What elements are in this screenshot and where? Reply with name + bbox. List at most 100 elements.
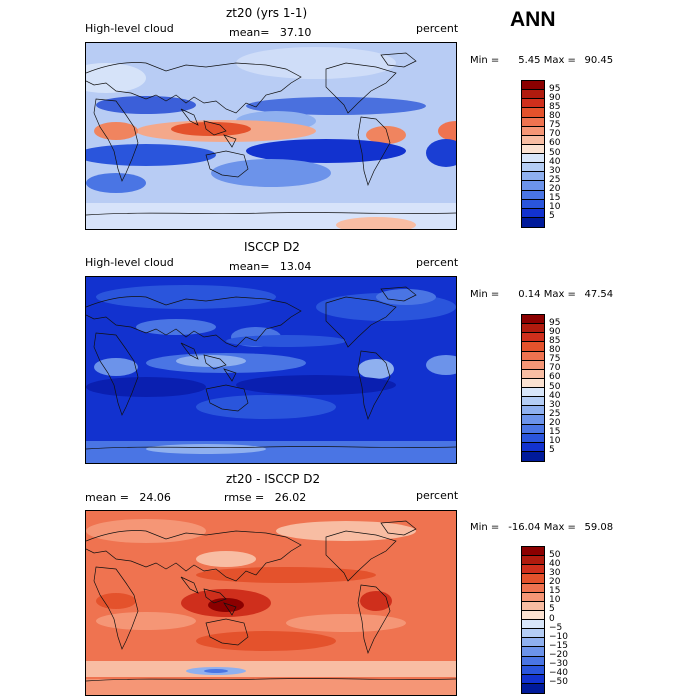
- panel-2-map: [85, 276, 457, 464]
- colorbar-swatch: [522, 451, 544, 461]
- colorbar-swatch: [522, 117, 544, 127]
- panel-3-mean-label: mean =: [85, 491, 129, 504]
- colorbar-tick-label: 15: [549, 427, 561, 438]
- colorbar-tick-label: 0: [549, 613, 555, 624]
- panel-1-mean: mean= 37.10: [229, 26, 311, 39]
- colorbar-tick-label: 90: [549, 326, 561, 337]
- panel-1-mean-value: 37.10: [279, 26, 312, 39]
- colorbar-tick-label: −5: [549, 622, 563, 633]
- colorbar-swatch: [522, 172, 544, 182]
- panel-2-max-value: 47.54: [584, 289, 614, 300]
- panel-3-max-label: Max =: [543, 522, 576, 533]
- colorbar-tick-label: −30: [549, 659, 568, 670]
- colorbar-swatch: [522, 674, 544, 684]
- colorbar-tick-label: 40: [549, 558, 561, 569]
- colorbar-tick-label: 50: [549, 147, 561, 158]
- colorbar-tick-label: −40: [549, 668, 568, 679]
- panel-1-variable: High-level cloud: [85, 22, 174, 35]
- colorbar-swatch: [522, 81, 544, 91]
- colorbar-tick-label: 5: [549, 604, 555, 615]
- panel-2-minmax: Min = 0.14 Max = 47.54: [470, 289, 613, 300]
- colorbar-swatch: [522, 442, 544, 452]
- colorbar-tick-label: 5: [549, 445, 555, 456]
- colorbar-tick-label: 20: [549, 418, 561, 428]
- panel-1-max-label: Max =: [543, 55, 576, 66]
- colorbar-swatch: [522, 433, 544, 443]
- panel-3-max-value: 59.08: [584, 522, 614, 533]
- panel-3-min-value: -16.04: [508, 522, 541, 533]
- colorbar-tick-label: 90: [549, 92, 561, 103]
- colorbar-swatch: [522, 217, 544, 227]
- colorbar-swatch: [522, 610, 544, 620]
- colorbar-tick-label: 50: [549, 549, 561, 560]
- colorbar-swatch: [522, 190, 544, 200]
- colorbar-swatch: [522, 388, 544, 398]
- panel-2-max-label: Max =: [543, 289, 576, 300]
- panel-2-min-label: Min =: [470, 289, 500, 300]
- colorbar-swatch: [522, 565, 544, 575]
- colorbar-swatch: [522, 369, 544, 379]
- colorbar-swatch: [522, 99, 544, 109]
- colorbar-swatch: [522, 647, 544, 657]
- colorbar-swatch: [522, 556, 544, 566]
- colorbar-tick-label: 5: [549, 211, 555, 222]
- panel-2-mean: mean= 13.04: [229, 260, 311, 273]
- colorbar-tick-label: 20: [549, 577, 561, 587]
- colorbar-swatch: [522, 592, 544, 602]
- panel-2-min-value: 0.14: [518, 289, 541, 300]
- colorbar-swatch: [522, 181, 544, 191]
- colorbar-swatch: [522, 163, 544, 173]
- panel-3-rmse-label: rmse =: [224, 491, 265, 504]
- colorbar-swatch: [522, 406, 544, 416]
- colorbar-swatch: [522, 574, 544, 584]
- colorbar-swatch: [522, 208, 544, 218]
- panel-2-variable: High-level cloud: [85, 256, 174, 269]
- colorbar-tick-label: 95: [549, 317, 561, 328]
- colorbar-swatch: [522, 415, 544, 425]
- colorbar-swatch: [522, 90, 544, 100]
- colorbar-tick-label: 10: [549, 202, 561, 213]
- colorbar-swatch: [522, 324, 544, 334]
- panel-1-title: zt20 (yrs 1-1): [226, 6, 308, 20]
- panel-2-colorbar: [521, 314, 545, 462]
- panel-3-mean-value: 24.06: [139, 491, 171, 504]
- colorbar-swatch: [522, 351, 544, 361]
- colorbar-swatch: [522, 601, 544, 611]
- panel-3-title: zt20 - ISCCP D2: [226, 472, 321, 486]
- colorbar-tick-label: 20: [549, 184, 561, 194]
- colorbar-tick-label: 85: [549, 335, 561, 346]
- colorbar-swatch: [522, 135, 544, 145]
- colorbar-tick-label: 50: [549, 381, 561, 392]
- colorbar-tick-label: 80: [549, 345, 561, 355]
- colorbar-tick-label: 25: [549, 174, 561, 185]
- colorbar-swatch: [522, 144, 544, 154]
- colorbar-swatch: [522, 333, 544, 343]
- colorbar-swatch: [522, 656, 544, 666]
- panel-3-map: [85, 510, 457, 696]
- colorbar-tick-label: −50: [549, 677, 568, 688]
- colorbar-swatch: [522, 360, 544, 370]
- colorbar-tick-label: 10: [549, 436, 561, 447]
- colorbar-swatch: [522, 342, 544, 352]
- colorbar-tick-label: −15: [549, 640, 568, 651]
- colorbar-swatch: [522, 665, 544, 675]
- colorbar-swatch: [522, 424, 544, 434]
- colorbar-tick-label: −10: [549, 631, 568, 642]
- panel-1-minmax: Min = 5.45 Max = 90.45: [470, 55, 613, 66]
- colorbar-tick-label: 80: [549, 111, 561, 121]
- season-label: ANN: [510, 8, 556, 31]
- panel-1-min-value: 5.45: [518, 55, 541, 66]
- panel-3-units: percent: [416, 489, 459, 502]
- colorbar-swatch: [522, 315, 544, 325]
- colorbar-tick-label: 15: [549, 193, 561, 204]
- panel-3-colorbar: [521, 546, 545, 694]
- colorbar-tick-label: 15: [549, 586, 561, 597]
- colorbar-swatch: [522, 154, 544, 164]
- colorbar-tick-label: 75: [549, 354, 561, 365]
- colorbar-tick-label: 75: [549, 120, 561, 131]
- colorbar-tick-label: 85: [549, 101, 561, 112]
- panel-3-rmse-value: 26.02: [274, 491, 307, 504]
- panel-1-units: percent: [416, 22, 459, 35]
- panel-3-min-label: Min =: [470, 522, 500, 533]
- colorbar-tick-label: 40: [549, 156, 561, 167]
